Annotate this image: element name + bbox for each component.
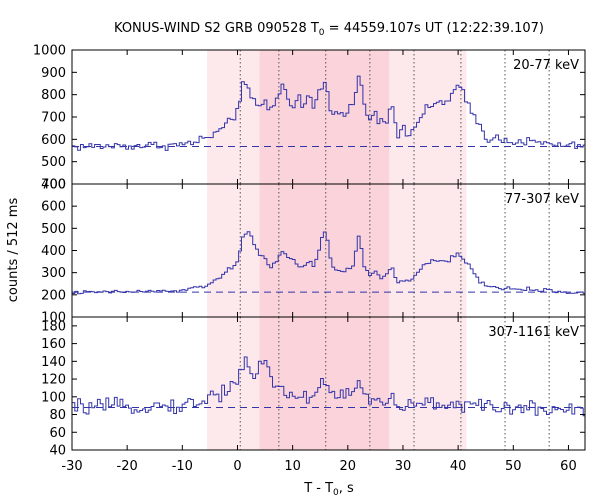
shaded-interval-2 [259,50,390,184]
y-tick-label: 900 [41,66,66,81]
x-tick-label: 40 [450,459,467,474]
energy-band-label: 307-1161 keV [488,325,579,340]
y-tick-label: 400 [41,178,66,193]
y-tick-label: 100 [41,390,66,405]
panel-1: 400 500 600 700 800 900 1000 20-77 keV [33,44,586,193]
chart-title: KONUS-WIND S2 GRB 090528 T0 = 44559.107s… [114,21,544,38]
y-tick-label: 600 [41,133,66,148]
x-axis-label: T - T0, s [303,481,354,498]
light-curve-series [72,75,585,151]
x-tick-label: 0 [233,459,241,474]
light-curve-series [72,231,585,295]
energy-band-label: 20-77 keV [513,58,579,73]
x-tick-label: -10 [172,459,193,474]
shaded-interval-2 [259,317,390,450]
x-tick-label: 50 [505,459,522,474]
y-tick-label: 140 [41,355,66,370]
x-tick-label: 60 [560,459,577,474]
light-curve-series [72,356,585,417]
shaded-interval-2 [259,184,390,317]
y-tick-label: 120 [41,373,66,388]
x-tick-label: -20 [117,459,138,474]
y-tick-label: 300 [41,266,66,281]
y-tick-label: 600 [41,200,66,215]
x-tick-label: 20 [340,459,357,474]
y-tick-label: 80 [49,408,66,423]
y-tick-label: 700 [41,178,66,193]
x-tick-label: 10 [284,459,301,474]
y-tick-label: 160 [41,337,66,352]
y-tick-label: 200 [41,288,66,303]
y-tick-label: 500 [41,222,66,237]
y-tick-label: 60 [49,426,66,441]
y-tick-label: 800 [41,88,66,103]
y-tick-label: 180 [41,319,66,334]
panel-3: 40 60 80 100 120 140 160 180 307-1161 keV [41,316,586,459]
x-tick-label: -30 [61,459,82,474]
y-tick-label: 500 [41,155,66,170]
energy-band-label: 77-307 keV [505,192,579,207]
y-axis-label: counts / 512 ms [6,198,21,303]
y-tick-label: 400 [41,244,66,259]
panel-2: 100 200 300 400 500 600 700 77-307 keV [41,178,586,326]
y-tick-label: 700 [41,111,66,126]
y-tick-label: 1000 [33,44,66,59]
x-tick-label: 30 [395,459,412,474]
y-tick-label: 100 [41,311,66,326]
panel-frame [71,316,586,451]
y-tick-label: 40 [49,444,66,459]
